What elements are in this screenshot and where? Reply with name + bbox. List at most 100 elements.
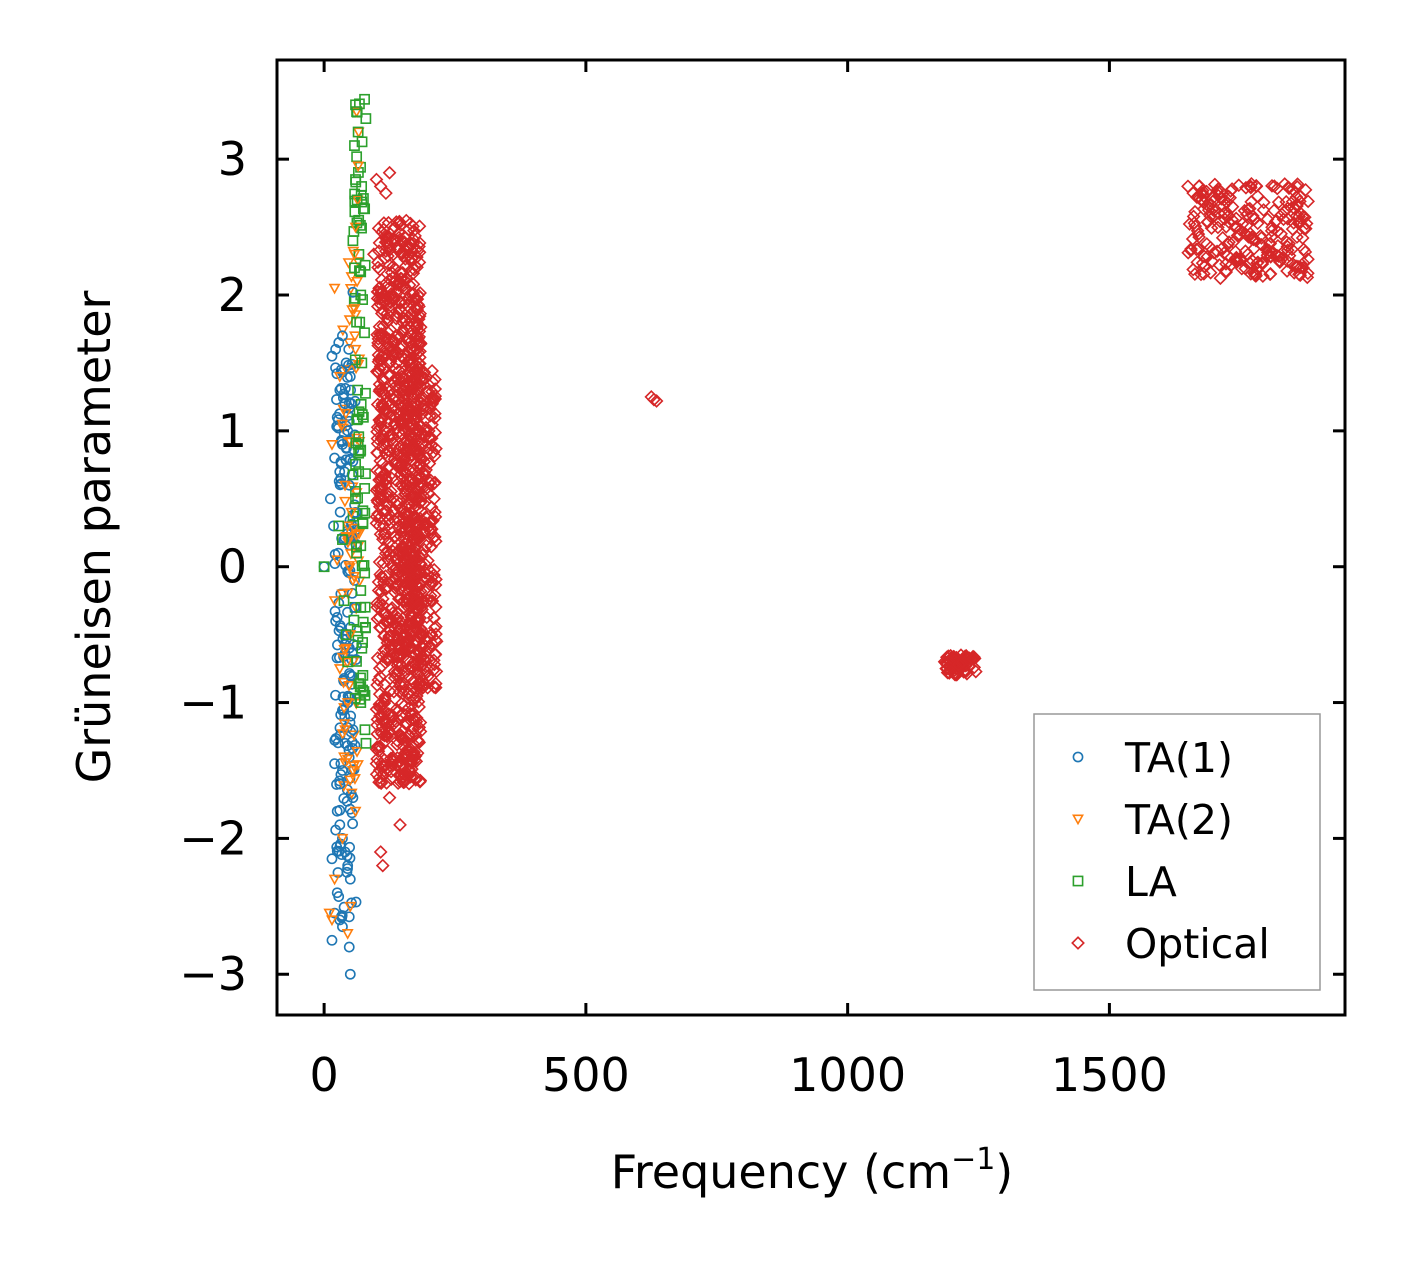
point-optical xyxy=(396,524,411,538)
point-optical xyxy=(370,612,385,626)
point-optical xyxy=(419,610,434,625)
point-optical xyxy=(424,539,439,554)
point-optical xyxy=(383,671,398,686)
point-la xyxy=(359,203,371,215)
point-optical xyxy=(420,593,435,608)
point-optical xyxy=(372,377,387,392)
point-optical xyxy=(404,554,418,569)
point-optical xyxy=(427,657,442,672)
point-ta1 xyxy=(342,740,353,752)
point-la xyxy=(357,505,369,517)
point-optical xyxy=(413,514,428,529)
legend-marker-ta1 xyxy=(1072,751,1084,763)
point-optical xyxy=(1207,177,1222,192)
point-optical xyxy=(1265,220,1279,235)
point-optical xyxy=(392,230,406,245)
point-optical xyxy=(408,772,423,787)
point-optical xyxy=(403,713,418,727)
point-optical xyxy=(1199,184,1214,199)
point-optical xyxy=(376,428,391,443)
point-ta1 xyxy=(342,425,354,437)
point-ta2 xyxy=(350,107,363,118)
point-optical xyxy=(399,715,414,730)
point-optical xyxy=(412,550,427,564)
point-optical xyxy=(377,251,392,266)
point-optical xyxy=(370,291,385,306)
point-optical xyxy=(381,553,396,568)
point-optical xyxy=(1214,241,1229,256)
legend-marker-optical xyxy=(1071,936,1085,950)
point-ta2 xyxy=(336,419,349,431)
point-optical xyxy=(1248,267,1263,281)
point-optical xyxy=(376,649,390,664)
point-la xyxy=(357,518,369,530)
point-optical xyxy=(1250,189,1265,203)
point-optical xyxy=(381,653,396,667)
point-optical xyxy=(398,458,413,472)
point-optical xyxy=(378,607,393,621)
point-la xyxy=(360,113,372,124)
point-optical xyxy=(392,363,406,378)
point-optical xyxy=(1182,217,1197,231)
point-optical xyxy=(375,570,390,585)
point-optical xyxy=(421,668,436,683)
point-optical xyxy=(1223,258,1238,273)
point-ta2 xyxy=(348,730,360,742)
point-optical xyxy=(381,228,395,243)
point-optical xyxy=(429,627,443,641)
point-optical xyxy=(1233,222,1248,237)
point-optical xyxy=(379,186,393,201)
point-optical xyxy=(1237,203,1252,218)
point-ta2 xyxy=(338,752,350,764)
point-optical xyxy=(390,664,405,679)
point-ta2 xyxy=(341,929,354,940)
point-optical xyxy=(407,262,422,277)
point-la xyxy=(359,724,371,736)
point-optical xyxy=(393,675,408,690)
point-optical xyxy=(373,669,387,684)
point-optical xyxy=(1290,177,1305,192)
point-ta1 xyxy=(334,778,346,790)
point-ta2 xyxy=(336,325,349,337)
point-optical xyxy=(411,598,426,613)
legend: TA(1) TA(2) LA Optical xyxy=(1033,713,1321,991)
point-la xyxy=(351,106,362,118)
point-la xyxy=(357,616,369,628)
point-ta1 xyxy=(331,411,343,423)
point-optical xyxy=(391,278,406,292)
point-optical xyxy=(1289,190,1304,204)
point-optical xyxy=(1220,248,1235,263)
point-ta1 xyxy=(345,710,357,722)
point-optical xyxy=(412,337,427,352)
point-optical xyxy=(1238,227,1253,241)
point-optical xyxy=(394,658,409,673)
point-optical xyxy=(1219,195,1234,210)
point-optical xyxy=(1250,216,1265,231)
point-ta2 xyxy=(343,338,356,349)
point-optical xyxy=(1202,199,1216,214)
point-ta1 xyxy=(342,690,354,702)
point-optical xyxy=(387,292,402,307)
point-optical xyxy=(1199,237,1214,251)
point-optical xyxy=(366,247,381,262)
point-optical xyxy=(423,473,438,488)
point-optical xyxy=(372,236,387,250)
point-optical xyxy=(1300,270,1315,285)
point-ta1 xyxy=(334,384,346,396)
point-ta1 xyxy=(339,398,351,410)
point-optical xyxy=(427,491,441,506)
y-axis-title: Grüneisen parameter xyxy=(67,290,121,783)
point-la xyxy=(350,99,361,111)
point-ta2 xyxy=(339,725,352,736)
point-optical xyxy=(394,731,409,746)
point-la xyxy=(355,289,367,301)
point-optical xyxy=(1205,254,1220,269)
point-optical xyxy=(409,689,424,703)
point-optical xyxy=(414,557,428,571)
point-optical xyxy=(413,511,427,526)
point-optical xyxy=(374,381,389,396)
point-optical xyxy=(951,657,966,672)
point-ta2 xyxy=(339,408,352,420)
point-optical xyxy=(1188,219,1203,234)
